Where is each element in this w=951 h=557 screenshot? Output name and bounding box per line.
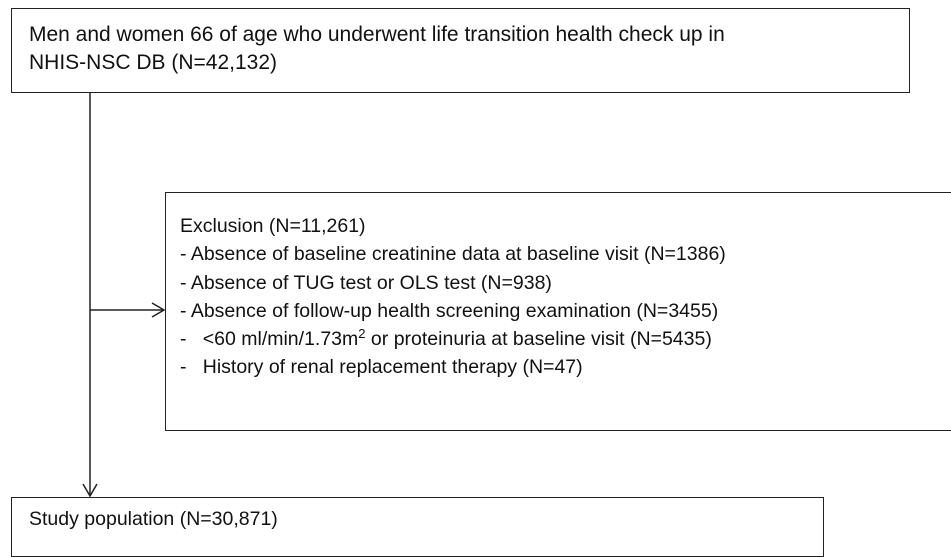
exclusion-item: - <60 ml/min/1.73m2 or proteinuria at ba…: [180, 325, 951, 353]
connectors: [82, 93, 166, 498]
bottom-title: Study population (N=30,871): [29, 508, 278, 530]
top-line: NHIS-NSC DB (N=42,132): [29, 51, 277, 74]
item-text: - <60 ml/min/1.73m: [180, 328, 359, 351]
superscript: 2: [358, 326, 366, 342]
item-text: or proteinuria at baseline visit (N=5435…: [365, 328, 712, 351]
exclusion-arrow-head: [151, 302, 166, 318]
top-box: Men and women 66 of age who underwent li…: [11, 8, 910, 93]
bottom-box: Study population (N=30,871): [11, 497, 824, 557]
exclusion-item: - Absence of TUG test or OLS test (N=938…: [180, 271, 552, 294]
exclusion-item: - Absence of follow-up health screening …: [180, 299, 719, 322]
exclusion-item: - History of renal replacement therapy (…: [180, 356, 583, 379]
exclusion-box: Exclusion (N=11,261) - Absence of baseli…: [165, 192, 951, 431]
main-arrow-head: [82, 483, 98, 498]
exclusion-item: - Absence of baseline creatinine data at…: [180, 243, 726, 266]
page: Men and women 66 of age who underwent li…: [11, 8, 951, 557]
exclusion-title: Exclusion (N=11,261): [180, 215, 366, 237]
top-line: Men and women 66 of age who underwent li…: [29, 23, 725, 46]
